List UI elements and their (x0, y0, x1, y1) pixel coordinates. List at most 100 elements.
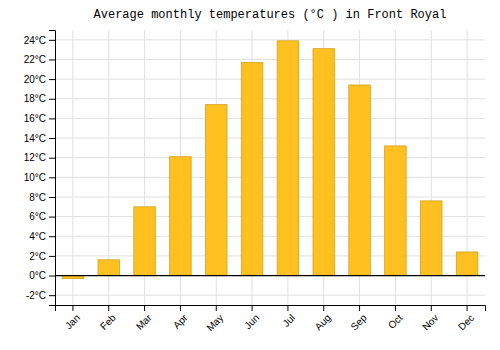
y-axis-line (49, 31, 56, 306)
x-tick: Jul (280, 305, 297, 329)
y-tick: 24°C (24, 35, 55, 46)
x-tick: Jan (63, 305, 82, 331)
y-tick: -2°C (26, 290, 55, 301)
bar (456, 252, 478, 276)
y-tick-mark (49, 138, 55, 139)
x-tick: Dec (456, 305, 476, 332)
x-tick-mark (108, 305, 109, 311)
y-tick-label: 6°C (29, 211, 46, 222)
y-tick: 6°C (29, 211, 55, 222)
x-tick-label: Jun (242, 312, 261, 331)
bar (170, 157, 192, 276)
bar (98, 260, 120, 276)
y-tick-label: 0°C (29, 270, 46, 281)
title: Average monthly temperatures (°C ) in Fr… (94, 8, 447, 22)
y-tick-label: 8°C (29, 192, 46, 203)
y-tick: 4°C (29, 231, 55, 242)
x-tick-label: Apr (171, 312, 190, 331)
y-tick-mark (49, 118, 55, 119)
y-tick-mark (49, 40, 55, 41)
y-tick-label: 20°C (24, 74, 46, 85)
x-tick: Mar (134, 305, 154, 332)
grid (55, 30, 485, 305)
x-tick-label: Nov (420, 312, 440, 332)
grid-line-y (55, 177, 485, 178)
x-tick-label: Jan (63, 312, 82, 331)
chart: -2°C 0°C 2°C 4°C 6°C 8°C 10°C 12°C 14°C 16°C 18°C 2… (0, 0, 500, 350)
bar (134, 207, 156, 276)
y-tick: 0°C (29, 270, 55, 281)
y-tick: 14°C (24, 133, 55, 144)
y-tick: 10°C (24, 172, 55, 183)
grid-line-y (55, 118, 485, 119)
y-tick: 12°C (24, 152, 55, 163)
grid-line-y (55, 157, 485, 158)
bar (349, 85, 371, 276)
y-tick: 8°C (29, 192, 55, 203)
x-tick-label: Aug (313, 312, 333, 332)
zero-line (55, 275, 485, 276)
x-tick-label: Feb (98, 312, 118, 332)
grid-line-x (72, 30, 73, 305)
y-tick: 2°C (29, 251, 55, 262)
y-tick-mark (49, 217, 55, 218)
y-tick-mark (49, 295, 55, 296)
y-tick: 20°C (24, 74, 55, 85)
y-tick: 22°C (24, 54, 55, 65)
x-tick: Oct (386, 305, 405, 331)
y-tick-label: 14°C (24, 133, 46, 144)
y-tick-label: 4°C (29, 231, 46, 242)
x-tick-mark (72, 305, 73, 311)
grid-line-y (55, 295, 485, 296)
plot: -2°C 0°C 2°C 4°C 6°C 8°C 10°C 12°C 14°C 16°C 18°C 2… (24, 30, 486, 333)
bar (385, 146, 407, 276)
x-axis-line (56, 306, 486, 312)
y-axis: -2°C 0°C 2°C 4°C 6°C 8°C 10°C 12°C 14°C 16°C 18°C 2… (24, 31, 56, 306)
x-tick-label: Mar (134, 312, 154, 332)
y-tick-label: 12°C (24, 152, 46, 163)
y-tick-label: 2°C (29, 251, 46, 262)
x-tick-label: Jul (280, 312, 297, 329)
y-tick-mark (49, 197, 55, 198)
bar (206, 105, 228, 276)
y-tick-label: 10°C (24, 172, 46, 183)
y-tick-mark (49, 236, 55, 237)
y-tick-mark (49, 59, 55, 60)
bars (55, 41, 485, 279)
y-tick-label: 16°C (24, 113, 46, 124)
x-tick: Feb (98, 305, 118, 332)
x-tick-mark (467, 305, 468, 311)
grid-line-y (55, 196, 485, 197)
y-tick-mark (49, 276, 55, 277)
grid-line-y (55, 59, 485, 60)
x-axis: JanFebMarAprMayJunJulAugSepOctNovDec (56, 305, 486, 333)
x-tick-label: Dec (456, 312, 476, 332)
bar (241, 62, 262, 275)
x-tick: Jun (242, 305, 261, 331)
bar (313, 49, 335, 276)
bar (421, 201, 443, 276)
y-tick-mark (49, 99, 55, 100)
x-tick-label: Oct (386, 312, 405, 331)
y-tick-label: 24°C (24, 35, 46, 46)
y-tick-mark (49, 79, 55, 80)
x-tick-mark (395, 305, 396, 311)
x-tick-mark (323, 305, 324, 311)
y-tick-label: 22°C (24, 54, 46, 65)
x-tick-mark (180, 305, 181, 311)
x-tick: Sep (348, 305, 369, 332)
grid-line-y (55, 138, 485, 139)
grid-line-y (55, 275, 485, 276)
x-tick: Aug (313, 305, 333, 332)
grid-line-y (55, 79, 485, 80)
grid-line-y (55, 98, 485, 99)
x-tick-mark (287, 305, 288, 311)
x-tick-mark (216, 305, 217, 311)
y-tick-mark (49, 177, 55, 178)
y-tick: 18°C (24, 93, 55, 104)
x-tick-mark (431, 305, 432, 311)
x-tick-mark (359, 305, 360, 311)
grid-line-y (55, 39, 485, 40)
y-tick-label: 18°C (24, 93, 46, 104)
x-tick: Nov (420, 305, 440, 332)
